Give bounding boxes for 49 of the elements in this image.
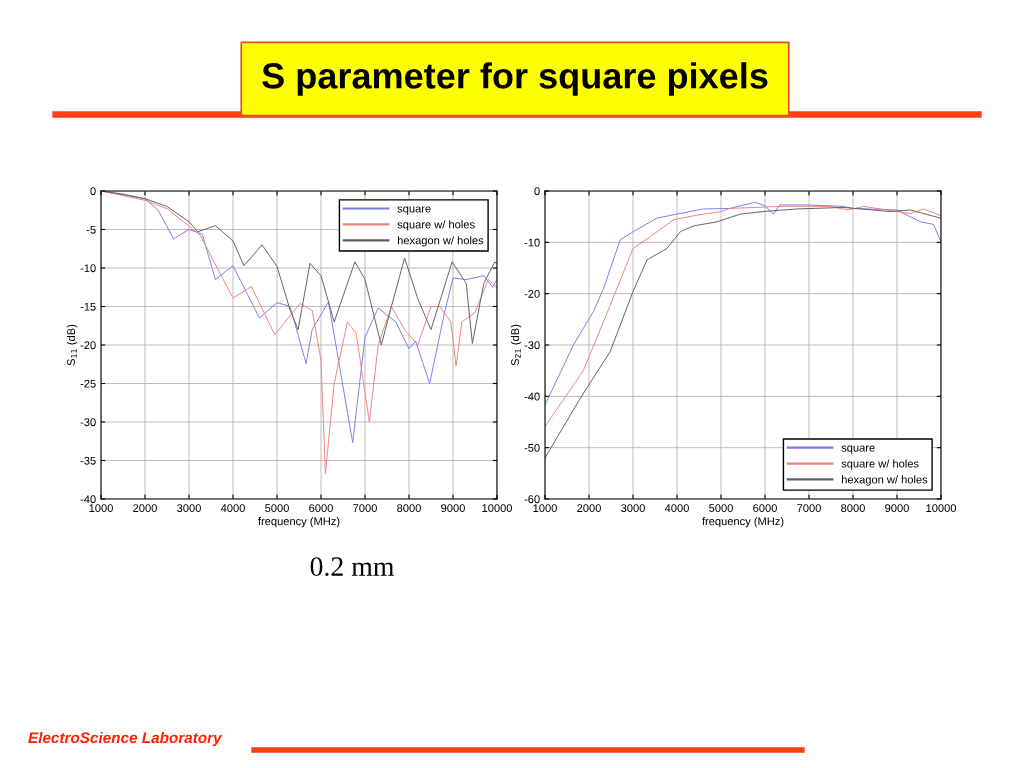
x-tick-label: 7000	[797, 504, 821, 513]
x-tick-label: 8000	[397, 504, 421, 513]
y-tick-label: -30	[80, 418, 96, 427]
x-tick-label: 4000	[220, 504, 245, 513]
y-tick-label: -25	[80, 379, 96, 388]
chart-title: S parameter for square pixels	[262, 62, 768, 96]
x-tick-label: 10000	[926, 504, 957, 513]
y-tick-label: -30	[524, 341, 540, 350]
x-tick-label: 10000	[482, 504, 513, 513]
legend-label: hexagon w/ holes	[841, 475, 928, 486]
x-tick-label: 7000	[353, 504, 377, 513]
x-tick-label: 9000	[885, 504, 909, 513]
x-axis-title: frequency (MHz)	[702, 517, 784, 528]
y-tick-label: -40	[80, 495, 96, 504]
legend-label: square w/ holes	[841, 459, 919, 470]
y-tick-label: -60	[524, 495, 540, 504]
x-tick-label: 1000	[89, 504, 113, 513]
x-tick-label: 8000	[841, 504, 865, 513]
y-tick-label: -35	[80, 456, 96, 465]
y-tick-label: -40	[524, 392, 540, 401]
x-tick-label: 1000	[533, 504, 557, 513]
legend-label: square	[841, 445, 875, 454]
legend-label: hexagon w/ holes	[397, 236, 484, 247]
y-tick-label: -10	[524, 238, 540, 247]
x-tick-label: 2000	[577, 504, 601, 513]
y-tick-label: -5	[86, 225, 96, 234]
y-tick-label: -20	[524, 289, 540, 298]
y-tick-label: -10	[80, 264, 96, 273]
x-tick-label: 3000	[621, 504, 645, 513]
y-tick-label: -15	[80, 302, 96, 311]
x-tick-label: 6000	[309, 504, 333, 513]
x-tick-label: 2000	[133, 504, 157, 513]
legend-label: square w/ holes	[397, 220, 475, 231]
x-tick-label: 5000	[265, 504, 289, 513]
x-tick-label: 3000	[177, 504, 201, 513]
y-tick-label: -50	[524, 443, 540, 452]
y-tick-label: 0	[90, 187, 96, 196]
x-tick-label: 6000	[753, 504, 777, 513]
y-tick-label: 0	[534, 187, 540, 196]
legend-label: square	[397, 206, 431, 215]
x-axis-title: frequency (MHz)	[258, 517, 340, 528]
y-axis-title: S$_{21}$ (dB)	[510, 324, 522, 366]
y-tick-label: -20	[80, 341, 96, 350]
x-tick-label: 5000	[709, 504, 733, 513]
text: ElectroScience Laboratory	[28, 731, 223, 747]
text: 0.2 mm	[310, 557, 395, 577]
y-axis-title: S$_{11}$ (dB)	[66, 324, 78, 366]
x-tick-label: 4000	[664, 504, 689, 513]
x-tick-label: 9000	[441, 504, 465, 513]
